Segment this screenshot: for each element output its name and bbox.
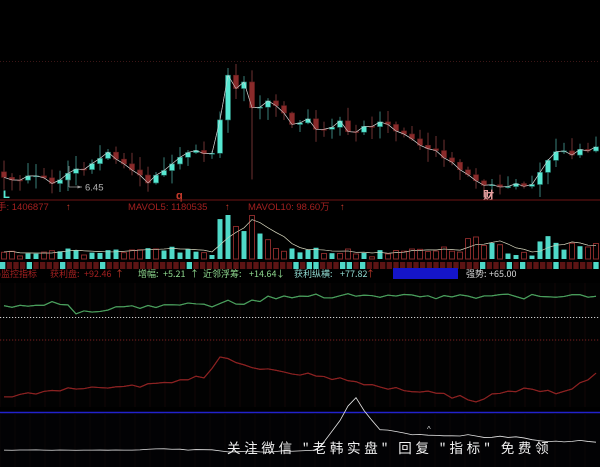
svg-text:^: ^ <box>427 425 431 434</box>
svg-text:L: L <box>3 189 10 201</box>
svg-text:手: 1406877: 手: 1406877 <box>0 201 49 213</box>
svg-text:码监控指标: 码监控指标 <box>0 267 37 280</box>
svg-text:增幅:: 增幅: <box>138 267 159 280</box>
svg-text:MAVOL5: 1180535: MAVOL5: 1180535 <box>128 202 207 213</box>
svg-text:强势:: 强势: <box>466 267 487 280</box>
svg-text:获利纵横:: 获利纵横: <box>294 267 333 280</box>
svg-text:+77.82: +77.82 <box>340 267 367 280</box>
svg-text:↑: ↑ <box>190 267 199 280</box>
svg-text:↑: ↑ <box>225 202 230 213</box>
svg-text:6.45: 6.45 <box>85 183 104 194</box>
svg-text:↑: ↑ <box>340 202 345 213</box>
svg-text:获利盘:: 获利盘: <box>50 267 80 280</box>
svg-text:+14.64: +14.64 <box>249 267 276 280</box>
svg-text:↓: ↓ <box>276 267 285 280</box>
svg-text:↑: ↑ <box>66 202 71 213</box>
svg-text:+5.21: +5.21 <box>163 267 185 280</box>
svg-text:↑: ↑ <box>366 267 375 280</box>
svg-text:财: 财 <box>483 187 494 203</box>
svg-text:↑: ↑ <box>115 267 124 280</box>
svg-text:MAVOL10: 98.60万: MAVOL10: 98.60万 <box>248 202 330 213</box>
svg-text:+65.00: +65.00 <box>489 267 516 280</box>
svg-text:+92.46: +92.46 <box>84 267 111 280</box>
svg-text:关注微信 "老韩实盘" 回复 "指标" 免费领: 关注微信 "老韩实盘" 回复 "指标" 免费领 <box>227 437 552 457</box>
svg-text:近邻浮筹:: 近邻浮筹: <box>203 267 242 280</box>
